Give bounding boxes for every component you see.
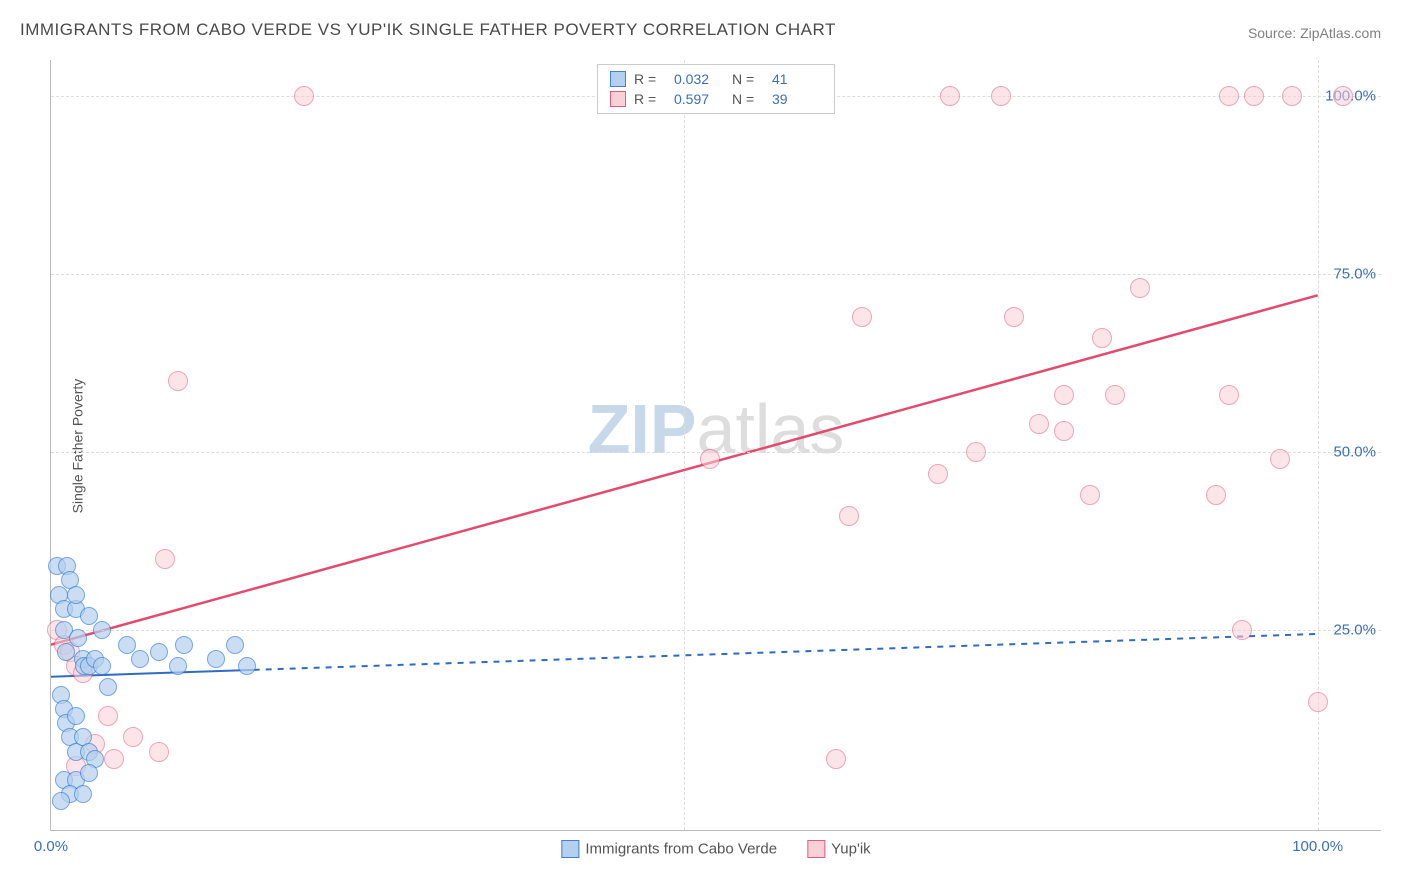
blue-point: [226, 636, 244, 654]
blue-point: [150, 643, 168, 661]
blue-point: [238, 657, 256, 675]
gridline-horizontal: [51, 630, 1381, 631]
source-attribution: Source: ZipAtlas.com: [1248, 25, 1381, 41]
blue-point: [169, 657, 187, 675]
r-value: 0.032: [674, 69, 724, 89]
n-value: 39: [772, 89, 822, 109]
blue-point: [80, 764, 98, 782]
legend-series-label: Yup'ik: [831, 841, 871, 858]
pink-point: [852, 307, 872, 327]
n-label: N =: [732, 89, 764, 109]
gridline-vertical: [1318, 60, 1319, 830]
pink-point: [149, 742, 169, 762]
pink-point: [123, 727, 143, 747]
source-label: Source:: [1248, 25, 1300, 41]
pink-point: [1232, 620, 1252, 640]
r-value: 0.597: [674, 89, 724, 109]
gridline-horizontal: [51, 274, 1381, 275]
blue-point: [74, 785, 92, 803]
blue-point: [93, 657, 111, 675]
legend-swatch: [610, 71, 626, 87]
pink-point: [168, 371, 188, 391]
pink-point: [839, 506, 859, 526]
legend-regression-stats: R = 0.032 N = 41 R = 0.597 N = 39: [597, 64, 835, 114]
y-tick-label: 75.0%: [1333, 265, 1376, 282]
legend-series-item: Immigrants from Cabo Verde: [561, 840, 777, 858]
blue-point: [93, 621, 111, 639]
pink-point: [155, 549, 175, 569]
pink-point: [700, 449, 720, 469]
n-value: 41: [772, 69, 822, 89]
pink-point: [1219, 385, 1239, 405]
pink-point: [1333, 86, 1353, 106]
chart-title: IMMIGRANTS FROM CABO VERDE VS YUP'IK SIN…: [20, 20, 836, 40]
pink-point: [940, 86, 960, 106]
legend-series-item: Yup'ik: [807, 840, 871, 858]
pink-point: [1080, 485, 1100, 505]
blue-point: [207, 650, 225, 668]
pink-point: [1308, 692, 1328, 712]
legend-series: Immigrants from Cabo Verde Yup'ik: [561, 840, 870, 858]
legend-swatch: [561, 840, 579, 858]
blue-point: [175, 636, 193, 654]
plot-area: ZIPatlas R =0.032N =41R =0.597N =39 Immi…: [50, 60, 1381, 831]
source-name: ZipAtlas.com: [1300, 25, 1381, 41]
blue-point: [52, 792, 70, 810]
gridline-vertical: [684, 60, 685, 830]
legend-stat-row: R = 0.032 N = 41: [610, 69, 822, 89]
legend-stat-row: R = 0.597 N = 39: [610, 89, 822, 109]
legend-swatch: [807, 840, 825, 858]
blue-point: [67, 586, 85, 604]
pink-point: [1054, 385, 1074, 405]
y-tick-label: 50.0%: [1333, 444, 1376, 461]
pink-point: [1206, 485, 1226, 505]
pink-point: [1219, 86, 1239, 106]
y-tick-label: 25.0%: [1333, 622, 1376, 639]
blue-point: [131, 650, 149, 668]
pink-point: [1092, 328, 1112, 348]
pink-point: [1130, 278, 1150, 298]
r-label: R =: [634, 69, 666, 89]
watermark-zip: ZIP: [588, 390, 697, 468]
x-tick-label: 100.0%: [1292, 838, 1343, 855]
pink-point: [98, 706, 118, 726]
legend-swatch: [610, 91, 626, 107]
blue-point: [69, 629, 87, 647]
blue-regression-line-dashed: [254, 634, 1318, 670]
x-tick-label: 0.0%: [34, 838, 68, 855]
legend-series-label: Immigrants from Cabo Verde: [585, 841, 777, 858]
pink-point: [1282, 86, 1302, 106]
pink-point: [991, 86, 1011, 106]
pink-point: [1029, 414, 1049, 434]
regression-lines-layer: [51, 60, 1381, 830]
blue-point: [67, 707, 85, 725]
r-label: R =: [634, 89, 666, 109]
n-label: N =: [732, 69, 764, 89]
pink-point: [1004, 307, 1024, 327]
pink-point: [294, 86, 314, 106]
pink-point: [1105, 385, 1125, 405]
pink-point: [826, 749, 846, 769]
pink-point: [1054, 421, 1074, 441]
pink-point: [1244, 86, 1264, 106]
blue-point: [99, 678, 117, 696]
pink-point: [104, 749, 124, 769]
pink-point: [928, 464, 948, 484]
pink-point: [966, 442, 986, 462]
pink-point: [1270, 449, 1290, 469]
